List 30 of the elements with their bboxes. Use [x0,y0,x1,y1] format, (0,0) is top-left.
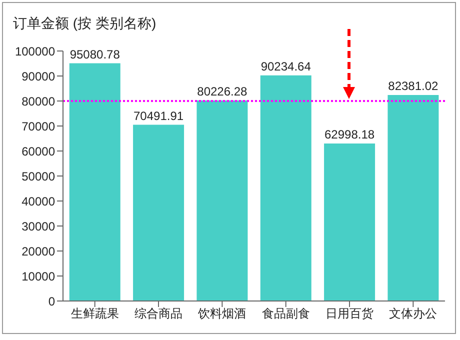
y-tick-label: 80000 [22,94,56,108]
y-tick-label: 70000 [22,119,56,134]
x-tick-label: 饮料烟酒 [197,306,246,321]
bar [388,95,439,301]
data-label: 95080.78 [70,47,120,62]
y-tick-label: 100000 [14,44,56,58]
y-tick-label: 20000 [22,244,56,258]
data-label: 80226.28 [197,84,248,98]
y-tick-label: 30000 [22,219,56,234]
bar [196,100,248,301]
bar [260,75,312,301]
bar [133,124,184,301]
data-label: 70491.91 [134,108,184,123]
x-tick-label: 食品副食 [262,306,310,321]
bar [69,63,120,301]
chart-title: 订单金额 (按 类别名称) [13,15,156,33]
y-tick-label: 50000 [22,169,56,184]
data-label: 90234.64 [260,59,312,74]
y-tick-label: 90000 [22,69,56,84]
data-label: 62998.18 [324,128,375,142]
x-tick-label: 综合商品 [134,306,182,321]
x-tick-label: 文体办公 [389,306,438,321]
bar [324,144,376,301]
x-tick-label: 生鲜蔬果 [70,306,119,321]
x-tick-label: 日用百货 [326,306,374,321]
y-tick-label: 40000 [22,194,56,208]
y-tick-label: 60000 [22,144,56,158]
y-tick-label: 0 [48,294,56,308]
y-tick-label: 10000 [22,269,56,284]
data-label: 82381.02 [388,79,439,94]
